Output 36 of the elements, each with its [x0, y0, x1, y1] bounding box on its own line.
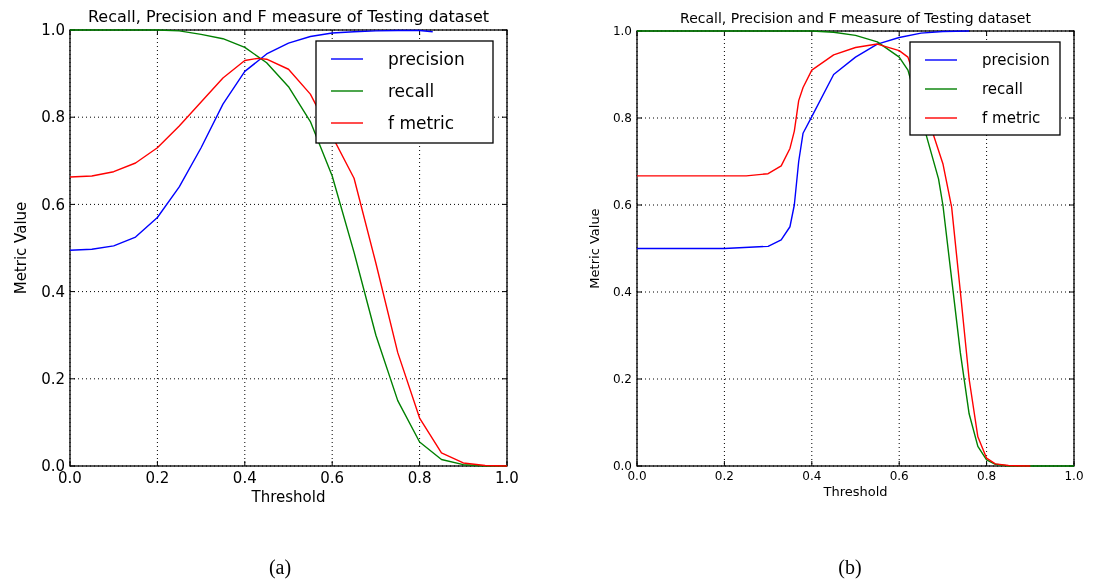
y-tick-label: 0.6	[41, 195, 65, 214]
y-tick-label: 1.0	[612, 24, 632, 39]
x-tick-label: 0.8	[407, 469, 432, 487]
x-tick-label: 0.6	[320, 469, 345, 487]
y-tick-label: 0.6	[612, 198, 632, 213]
legend-label: precision	[982, 51, 1050, 70]
text: (b)	[838, 556, 862, 579]
text: (a)	[268, 556, 292, 579]
legend-label: precision	[388, 48, 465, 69]
x-tick-label: 0.4	[802, 469, 822, 483]
x-tick-label: 1.0	[1064, 469, 1084, 483]
legend-label: recall	[982, 80, 1023, 99]
legend-label: f metric	[388, 112, 455, 133]
y-tick-label: 0.8	[612, 111, 632, 126]
x-axis-title: Threshold	[250, 488, 326, 506]
y-tick-label: 0.4	[41, 282, 65, 301]
x-tick-label: 0.8	[977, 469, 997, 483]
x-tick-label: 0.2	[145, 469, 170, 487]
y-tick-label: 0.2	[612, 372, 632, 387]
y-tick-label: 0.8	[41, 108, 65, 127]
x-tick-label: 0.2	[714, 469, 734, 483]
chart-title: Recall, Precision and F measure of Testing dataset	[87, 7, 490, 26]
y-tick-label: 0.2	[41, 370, 65, 389]
y-axis-title: Metric Value	[587, 208, 602, 289]
x-tick-label: 0.4	[232, 469, 257, 487]
y-tick-label: 1.0	[41, 21, 65, 40]
chart-title: Recall, Precision and F measure of Testing dataset	[680, 10, 1032, 26]
legend-label: f metric	[982, 109, 1041, 128]
y-tick-label: 0.4	[612, 285, 632, 300]
x-tick-label: 0.6	[889, 469, 909, 483]
line-series	[636, 30, 970, 250]
x-axis-title: Threshold	[822, 484, 888, 499]
legend-label: recall	[388, 80, 435, 101]
x-tick-label: 0.0	[627, 469, 647, 483]
y-axis-title: Metric Value	[12, 201, 30, 295]
x-tick-label: 1.0	[495, 469, 519, 487]
